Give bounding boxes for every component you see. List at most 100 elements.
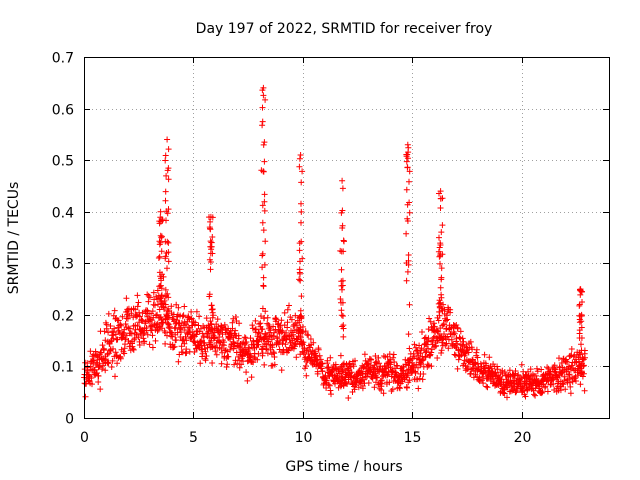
data-point: [519, 385, 526, 392]
data-point: [102, 356, 109, 363]
data-point: [415, 385, 422, 392]
data-point: [122, 321, 129, 327]
data-point: [420, 371, 427, 377]
x-tick-label: 5: [189, 430, 198, 446]
data-point: [451, 351, 458, 358]
data-point: [562, 386, 569, 393]
data-point: [259, 118, 266, 125]
data-point: [467, 338, 474, 345]
data-point: [298, 238, 305, 245]
data-point: [84, 364, 91, 371]
data-point: [439, 339, 445, 346]
data-point: [581, 387, 588, 394]
data-point: [134, 323, 141, 329]
data-point: [141, 338, 148, 345]
data-point: [241, 334, 248, 341]
data-point: [557, 387, 564, 394]
data-point: [404, 384, 410, 391]
data-point: [376, 360, 383, 367]
data-point: [404, 141, 411, 148]
data-point: [211, 343, 217, 350]
data-point: [139, 309, 146, 316]
data-point: [85, 372, 92, 379]
data-point: [411, 341, 418, 348]
data-point: [247, 335, 254, 342]
data-point: [437, 284, 444, 291]
data-point: [208, 246, 215, 253]
x-axis-label: GPS time / hours: [285, 459, 402, 475]
data-point: [406, 377, 413, 384]
data-point: [102, 367, 109, 374]
data-point: [115, 317, 122, 324]
data-point: [501, 369, 508, 375]
data-point: [355, 384, 362, 391]
data-point: [405, 149, 412, 156]
data-point: [567, 352, 574, 359]
data-point: [152, 337, 159, 344]
data-point: [350, 363, 357, 370]
data-point: [426, 315, 433, 322]
data-point: [351, 386, 358, 393]
data-point: [112, 373, 118, 380]
data-point: [431, 320, 437, 327]
data-point: [124, 315, 131, 322]
data-point: [227, 346, 233, 353]
data-point: [181, 327, 188, 333]
data-point: [378, 380, 385, 387]
data-point: [261, 361, 268, 368]
data-point: [88, 375, 95, 381]
y-tick-label: 0: [65, 412, 74, 428]
data-point: [135, 299, 142, 306]
data-point: [364, 361, 371, 368]
data-point: [390, 354, 397, 361]
data-point: [501, 390, 508, 397]
data-point: [305, 332, 312, 339]
data-point: [459, 335, 466, 342]
data-point: [338, 363, 345, 370]
data-point: [444, 333, 451, 340]
data-point: [158, 248, 165, 255]
data-point: [577, 351, 584, 358]
data-point: [380, 353, 387, 359]
data-point: [165, 294, 172, 301]
data-point: [296, 319, 303, 326]
data-point: [358, 377, 365, 384]
data-point: [390, 351, 397, 358]
data-point: [284, 324, 291, 331]
data-point: [405, 362, 412, 369]
data-point: [559, 380, 566, 387]
data-point: [253, 326, 259, 333]
data-point: [105, 359, 112, 366]
data-point: [378, 387, 385, 393]
data-point: [144, 291, 151, 298]
data-point: [578, 341, 584, 348]
data-point: [99, 366, 105, 373]
data-point: [552, 368, 559, 375]
data-point: [261, 139, 268, 146]
data-point: [515, 371, 522, 378]
data-point: [389, 386, 396, 393]
data-point: [278, 317, 285, 324]
data-point: [447, 309, 454, 316]
data-point: [402, 361, 409, 368]
data-point: [162, 255, 169, 262]
data-point: [154, 287, 161, 294]
data-point: [581, 347, 588, 354]
data-point: [576, 365, 583, 372]
data-point: [231, 361, 238, 368]
data-point: [261, 198, 268, 205]
data-point: [436, 308, 443, 315]
data-point: [259, 252, 266, 259]
data-point: [95, 373, 102, 379]
data-point: [339, 299, 346, 306]
data-point: [443, 340, 450, 347]
data-point: [152, 302, 158, 309]
data-point: [271, 329, 278, 336]
data-point: [229, 319, 236, 326]
data-point: [100, 345, 107, 352]
data-point: [462, 350, 469, 357]
data-point: [259, 122, 266, 129]
data-point: [568, 346, 575, 352]
data-point: [258, 167, 265, 174]
data-point: [545, 378, 552, 384]
